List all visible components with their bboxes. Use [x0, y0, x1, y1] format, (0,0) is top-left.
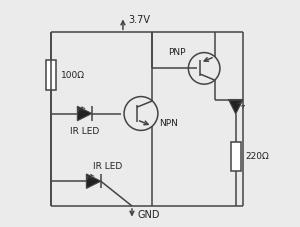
Text: 100Ω: 100Ω: [61, 71, 85, 80]
Text: GND: GND: [138, 210, 160, 220]
Polygon shape: [86, 174, 101, 188]
Bar: [231, 142, 241, 171]
Polygon shape: [77, 106, 92, 121]
Text: 220Ω: 220Ω: [245, 152, 269, 161]
Bar: [46, 60, 56, 90]
Text: 3.7V: 3.7V: [129, 15, 151, 25]
Text: IR LED: IR LED: [92, 162, 122, 171]
Text: PNP: PNP: [168, 48, 186, 57]
Text: NPN: NPN: [159, 119, 178, 128]
Text: IR LED: IR LED: [70, 127, 99, 136]
Polygon shape: [229, 99, 243, 114]
